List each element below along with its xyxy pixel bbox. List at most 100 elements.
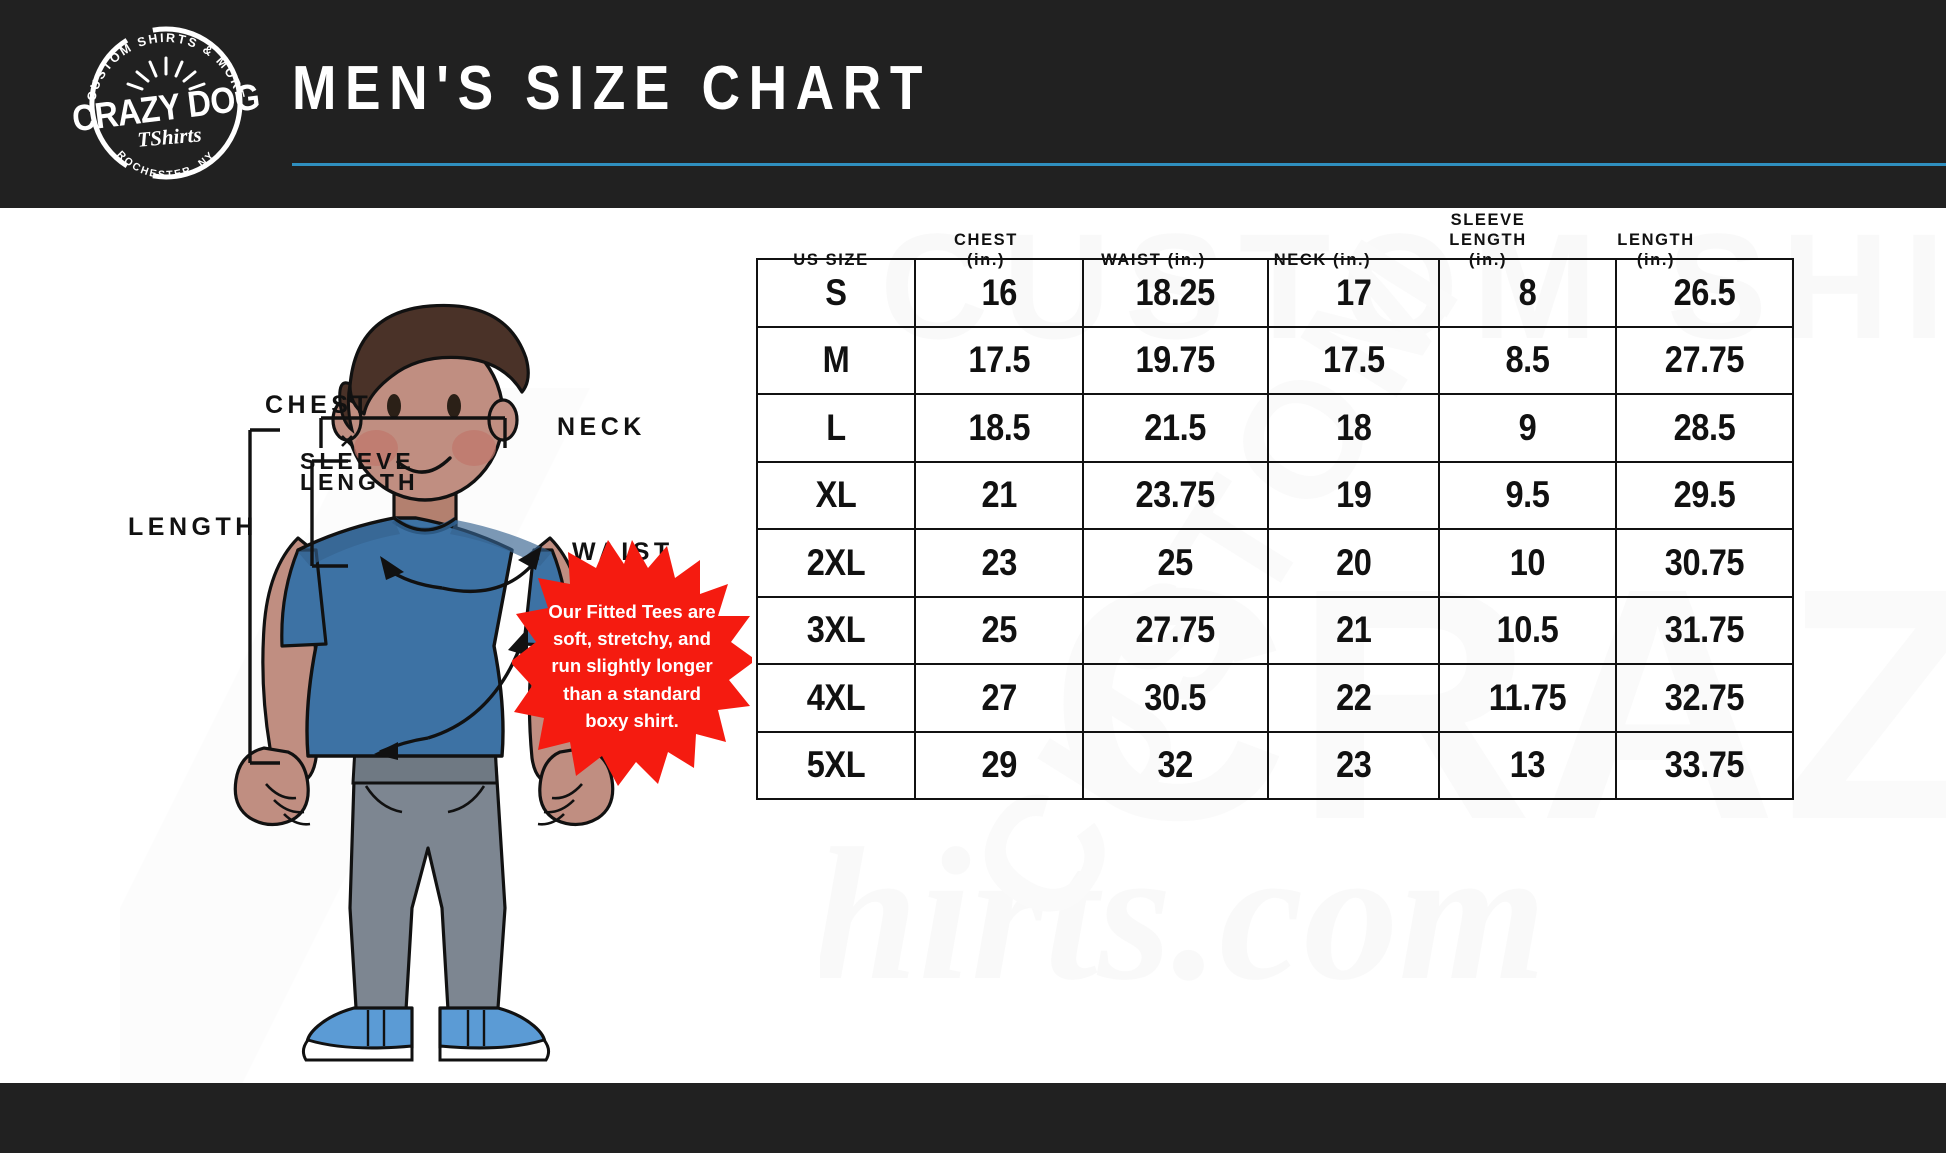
cell-waist: 23.75 — [1093, 460, 1258, 530]
cell-length: 27.75 — [1625, 325, 1784, 395]
cell-chest: 29 — [924, 730, 1075, 800]
table-row: 2XL 23 25 20 10 30.75 — [757, 528, 1793, 598]
neck-arrow-head — [518, 546, 542, 570]
badge-line-3: run slightly longer — [551, 655, 713, 677]
cell-us-size: 4XL — [765, 663, 907, 733]
neck-label: NECK — [557, 413, 646, 441]
column-header-chest-line1: CHEST — [954, 230, 1018, 249]
chest-bracket — [319, 416, 507, 448]
cell-sleeve-length: 10.5 — [1448, 595, 1607, 665]
cell-us-size: 5XL — [765, 730, 907, 800]
title-underline-rule — [292, 163, 1946, 166]
column-header-sleeve-length: SLEEVE LENGTH (in.) — [1404, 210, 1572, 270]
cell-waist: 25 — [1093, 528, 1258, 598]
cell-length: 28.5 — [1625, 393, 1784, 463]
size-table-zone: US SIZE CHEST (in.) WAIST (in.) NECK (in… — [748, 208, 1938, 1068]
cell-neck: 18 — [1277, 393, 1430, 463]
page-title: MEN'S SIZE CHART — [292, 54, 932, 123]
table-row: XL 21 23.75 19 9.5 29.5 — [757, 460, 1793, 530]
cell-neck: 19 — [1277, 460, 1430, 530]
cell-length: 30.75 — [1625, 528, 1784, 598]
pointer-arrows — [374, 546, 542, 760]
length-bracket — [248, 428, 280, 765]
sleeve-length-label-line2: LENGTH — [300, 469, 419, 496]
table-row: 4XL 27 30.5 22 11.75 32.75 — [757, 663, 1793, 733]
cell-chest: 25 — [924, 595, 1075, 665]
shoe-right — [438, 1006, 551, 1062]
cell-waist: 19.75 — [1093, 325, 1258, 395]
cell-sleeve-length: 10 — [1448, 528, 1607, 598]
table-row: 5XL 29 32 23 13 33.75 — [757, 730, 1793, 800]
cell-neck: 20 — [1277, 528, 1430, 598]
cell-chest: 16 — [924, 258, 1075, 328]
sleeve-length-bracket — [310, 459, 348, 568]
cell-sleeve-length: 8 — [1448, 258, 1607, 328]
badge-line-5: boxy shirt. — [585, 709, 679, 731]
column-header-length-line1: LENGTH — [1617, 230, 1695, 249]
cell-chest: 23 — [924, 528, 1075, 598]
cell-neck: 17 — [1277, 258, 1430, 328]
cell-length: 29.5 — [1625, 460, 1784, 530]
cell-sleeve-length: 9.5 — [1448, 460, 1607, 530]
man-figure-diagram — [233, 303, 615, 1062]
badge-line-4: than a standard — [563, 682, 701, 704]
cell-sleeve-length: 9 — [1448, 393, 1607, 463]
cell-sleeve-length: 8.5 — [1448, 325, 1607, 395]
cell-neck: 21 — [1277, 595, 1430, 665]
size-table: S 16 18.25 17 8 26.5 M 17.5 19.75 17.5 8… — [756, 258, 1794, 800]
cell-us-size: M — [765, 325, 907, 395]
cell-waist: 27.75 — [1093, 595, 1258, 665]
table-row: L 18.5 21.5 18 9 28.5 — [757, 393, 1793, 463]
starburst-icon — [510, 540, 756, 786]
badge-line-2: soft, stretchy, and — [553, 628, 711, 650]
cell-us-size: XL — [765, 460, 907, 530]
size-table-body: S 16 18.25 17 8 26.5 M 17.5 19.75 17.5 8… — [757, 258, 1793, 800]
chest-label: CHEST — [265, 391, 373, 419]
cell-chest: 18.5 — [924, 393, 1075, 463]
table-row: M 17.5 19.75 17.5 8.5 27.75 — [757, 325, 1793, 395]
waist-arrow-head — [508, 628, 528, 656]
svg-text:TShirts: TShirts — [136, 122, 202, 152]
crazy-dog-logo-icon: CUSTOM SHIRTS & MORE CRAZY DOG TS — [72, 26, 260, 181]
measurement-brackets — [248, 416, 507, 765]
shoe-left — [301, 1006, 414, 1062]
waist-arrow-head-left — [374, 742, 398, 760]
starburst-shape — [510, 540, 756, 786]
cell-length: 32.75 — [1625, 663, 1784, 733]
page-footer — [0, 1083, 1946, 1153]
sleeve-length-label-line1: SLEEVE — [300, 448, 415, 474]
badge-text: Our Fitted Tees are soft, stretchy, and … — [534, 598, 730, 734]
svg-text:ROCHESTER, NY: ROCHESTER, NY — [114, 149, 217, 181]
cell-neck: 17.5 — [1277, 325, 1430, 395]
length-label: LENGTH — [128, 513, 258, 541]
cell-sleeve-length: 13 — [1448, 730, 1607, 800]
table-row: S 16 18.25 17 8 26.5 — [757, 258, 1793, 328]
cell-us-size: 3XL — [765, 595, 907, 665]
table-row: 3XL 25 27.75 21 10.5 31.75 — [757, 595, 1793, 665]
page-title-block: MEN'S SIZE CHART — [292, 58, 1892, 120]
sleeve-length-label: SLEEVE LENGTH — [300, 448, 419, 496]
cell-waist: 32 — [1093, 730, 1258, 800]
cell-chest: 21 — [924, 460, 1075, 530]
cell-waist: 30.5 — [1093, 663, 1258, 733]
cell-waist: 18.25 — [1093, 258, 1258, 328]
cell-us-size: 2XL — [765, 528, 907, 598]
cell-neck: 22 — [1277, 663, 1430, 733]
cell-length: 33.75 — [1625, 730, 1784, 800]
cell-sleeve-length: 11.75 — [1448, 663, 1607, 733]
chest-arrow-head — [380, 556, 404, 580]
cell-chest: 27 — [924, 663, 1075, 733]
fitted-tee-badge: Our Fitted Tees are soft, stretchy, and … — [510, 538, 756, 788]
brand-logo: CUSTOM SHIRTS & MORE CRAZY DOG TS — [72, 22, 260, 184]
cell-us-size: L — [765, 393, 907, 463]
page-header: CUSTOM SHIRTS & MORE CRAZY DOG TS — [0, 0, 1946, 208]
cell-us-size: S — [765, 258, 907, 328]
cell-chest: 17.5 — [924, 325, 1075, 395]
cell-waist: 21.5 — [1093, 393, 1258, 463]
chart-body: CUSTOM SHIRTS & M Tshirts.com CUSTOM CRA… — [0, 208, 1946, 1083]
badge-line-1: Our Fitted Tees are — [548, 601, 716, 622]
cell-length: 31.75 — [1625, 595, 1784, 665]
cell-length: 26.5 — [1625, 258, 1784, 328]
man-figure — [233, 303, 615, 1062]
